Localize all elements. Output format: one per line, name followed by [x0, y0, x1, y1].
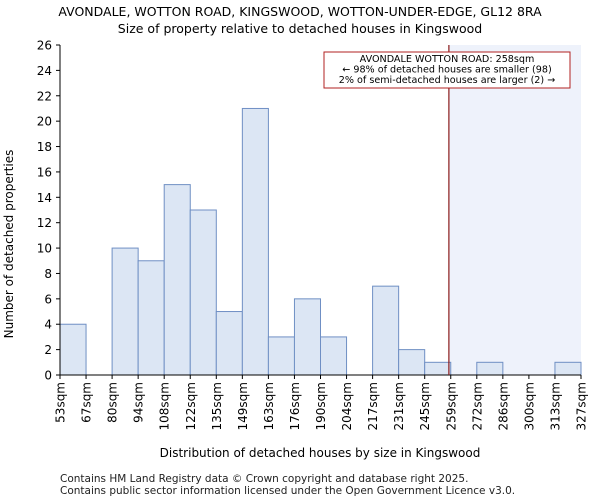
- chart-subtitle: Size of property relative to detached ho…: [117, 21, 483, 36]
- x-tick-label: 217sqm: [366, 382, 380, 430]
- footer-licence: Contains public sector information licen…: [60, 485, 516, 497]
- y-tick-label: 4: [44, 318, 52, 332]
- histogram-bar: [476, 361, 504, 376]
- y-tick-label: 14: [37, 191, 52, 205]
- annotation-text: ← 98% of detached houses are smaller (98…: [342, 65, 551, 76]
- histogram-bar: [137, 260, 165, 376]
- histogram-bar: [398, 349, 426, 376]
- histogram-bar: [163, 184, 191, 376]
- x-tick-label: 286sqm: [496, 382, 510, 430]
- y-axis-label: Number of detached properties: [2, 150, 16, 339]
- x-tick-label: 259sqm: [444, 382, 458, 430]
- y-tick-label: 0: [44, 369, 52, 383]
- y-tick-label: 22: [37, 89, 52, 103]
- x-tick-label: 80sqm: [106, 382, 120, 423]
- x-tick-label: 313sqm: [548, 382, 562, 430]
- y-tick-label: 10: [37, 242, 52, 256]
- histogram-bar: [59, 323, 87, 376]
- x-axis-label: Distribution of detached houses by size …: [160, 446, 481, 460]
- y-tick-label: 18: [37, 140, 52, 154]
- x-tick-label: 204sqm: [340, 382, 354, 430]
- highlight-region: [448, 45, 581, 375]
- footer-copyright: Contains HM Land Registry data © Crown c…: [60, 473, 469, 485]
- y-tick-label: 8: [44, 267, 52, 281]
- y-tick-label: 20: [37, 115, 52, 129]
- annotation-box: [323, 51, 571, 89]
- x-tick-label: 94sqm: [132, 382, 146, 423]
- x-tick-label: 53sqm: [54, 382, 68, 423]
- x-tick-label: 149sqm: [236, 382, 250, 430]
- histogram-bar: [267, 336, 295, 376]
- x-tick-label: 108sqm: [158, 382, 172, 430]
- histogram-bar: [293, 298, 322, 376]
- histogram-bar: [215, 311, 243, 376]
- histogram-bar: [111, 247, 139, 376]
- x-tick-label: 67sqm: [80, 382, 94, 423]
- y-tick-label: 16: [37, 165, 52, 179]
- histogram-bar: [189, 209, 217, 376]
- histogram-bar: [372, 285, 400, 376]
- x-tick-label: 122sqm: [184, 382, 198, 430]
- x-tick-label: 135sqm: [210, 382, 224, 430]
- annotation-text: 2% of semi-detached houses are larger (2…: [339, 75, 556, 86]
- y-tick-label: 24: [37, 64, 52, 78]
- x-tick-label: 272sqm: [470, 382, 484, 430]
- y-tick-label: 12: [37, 216, 52, 230]
- y-tick-label: 26: [37, 39, 52, 53]
- x-tick-label: 163sqm: [262, 382, 276, 430]
- histogram-bar: [424, 361, 452, 376]
- histogram-bar: [320, 336, 348, 376]
- x-tick-label: 231sqm: [392, 382, 406, 430]
- x-tick-label: 245sqm: [418, 382, 432, 430]
- x-tick-label: 327sqm: [575, 382, 589, 430]
- annotation-text: AVONDALE WOTTON ROAD: 258sqm: [360, 54, 535, 65]
- x-tick-label: 190sqm: [314, 382, 328, 430]
- histogram-bar: [554, 361, 582, 376]
- y-tick-label: 2: [44, 343, 52, 357]
- chart-title-address: AVONDALE, WOTTON ROAD, KINGSWOOD, WOTTON…: [58, 4, 542, 19]
- histogram-bar: [241, 107, 269, 376]
- x-tick-label: 300sqm: [522, 382, 536, 430]
- y-tick-label: 6: [44, 292, 52, 306]
- x-tick-label: 176sqm: [288, 382, 302, 430]
